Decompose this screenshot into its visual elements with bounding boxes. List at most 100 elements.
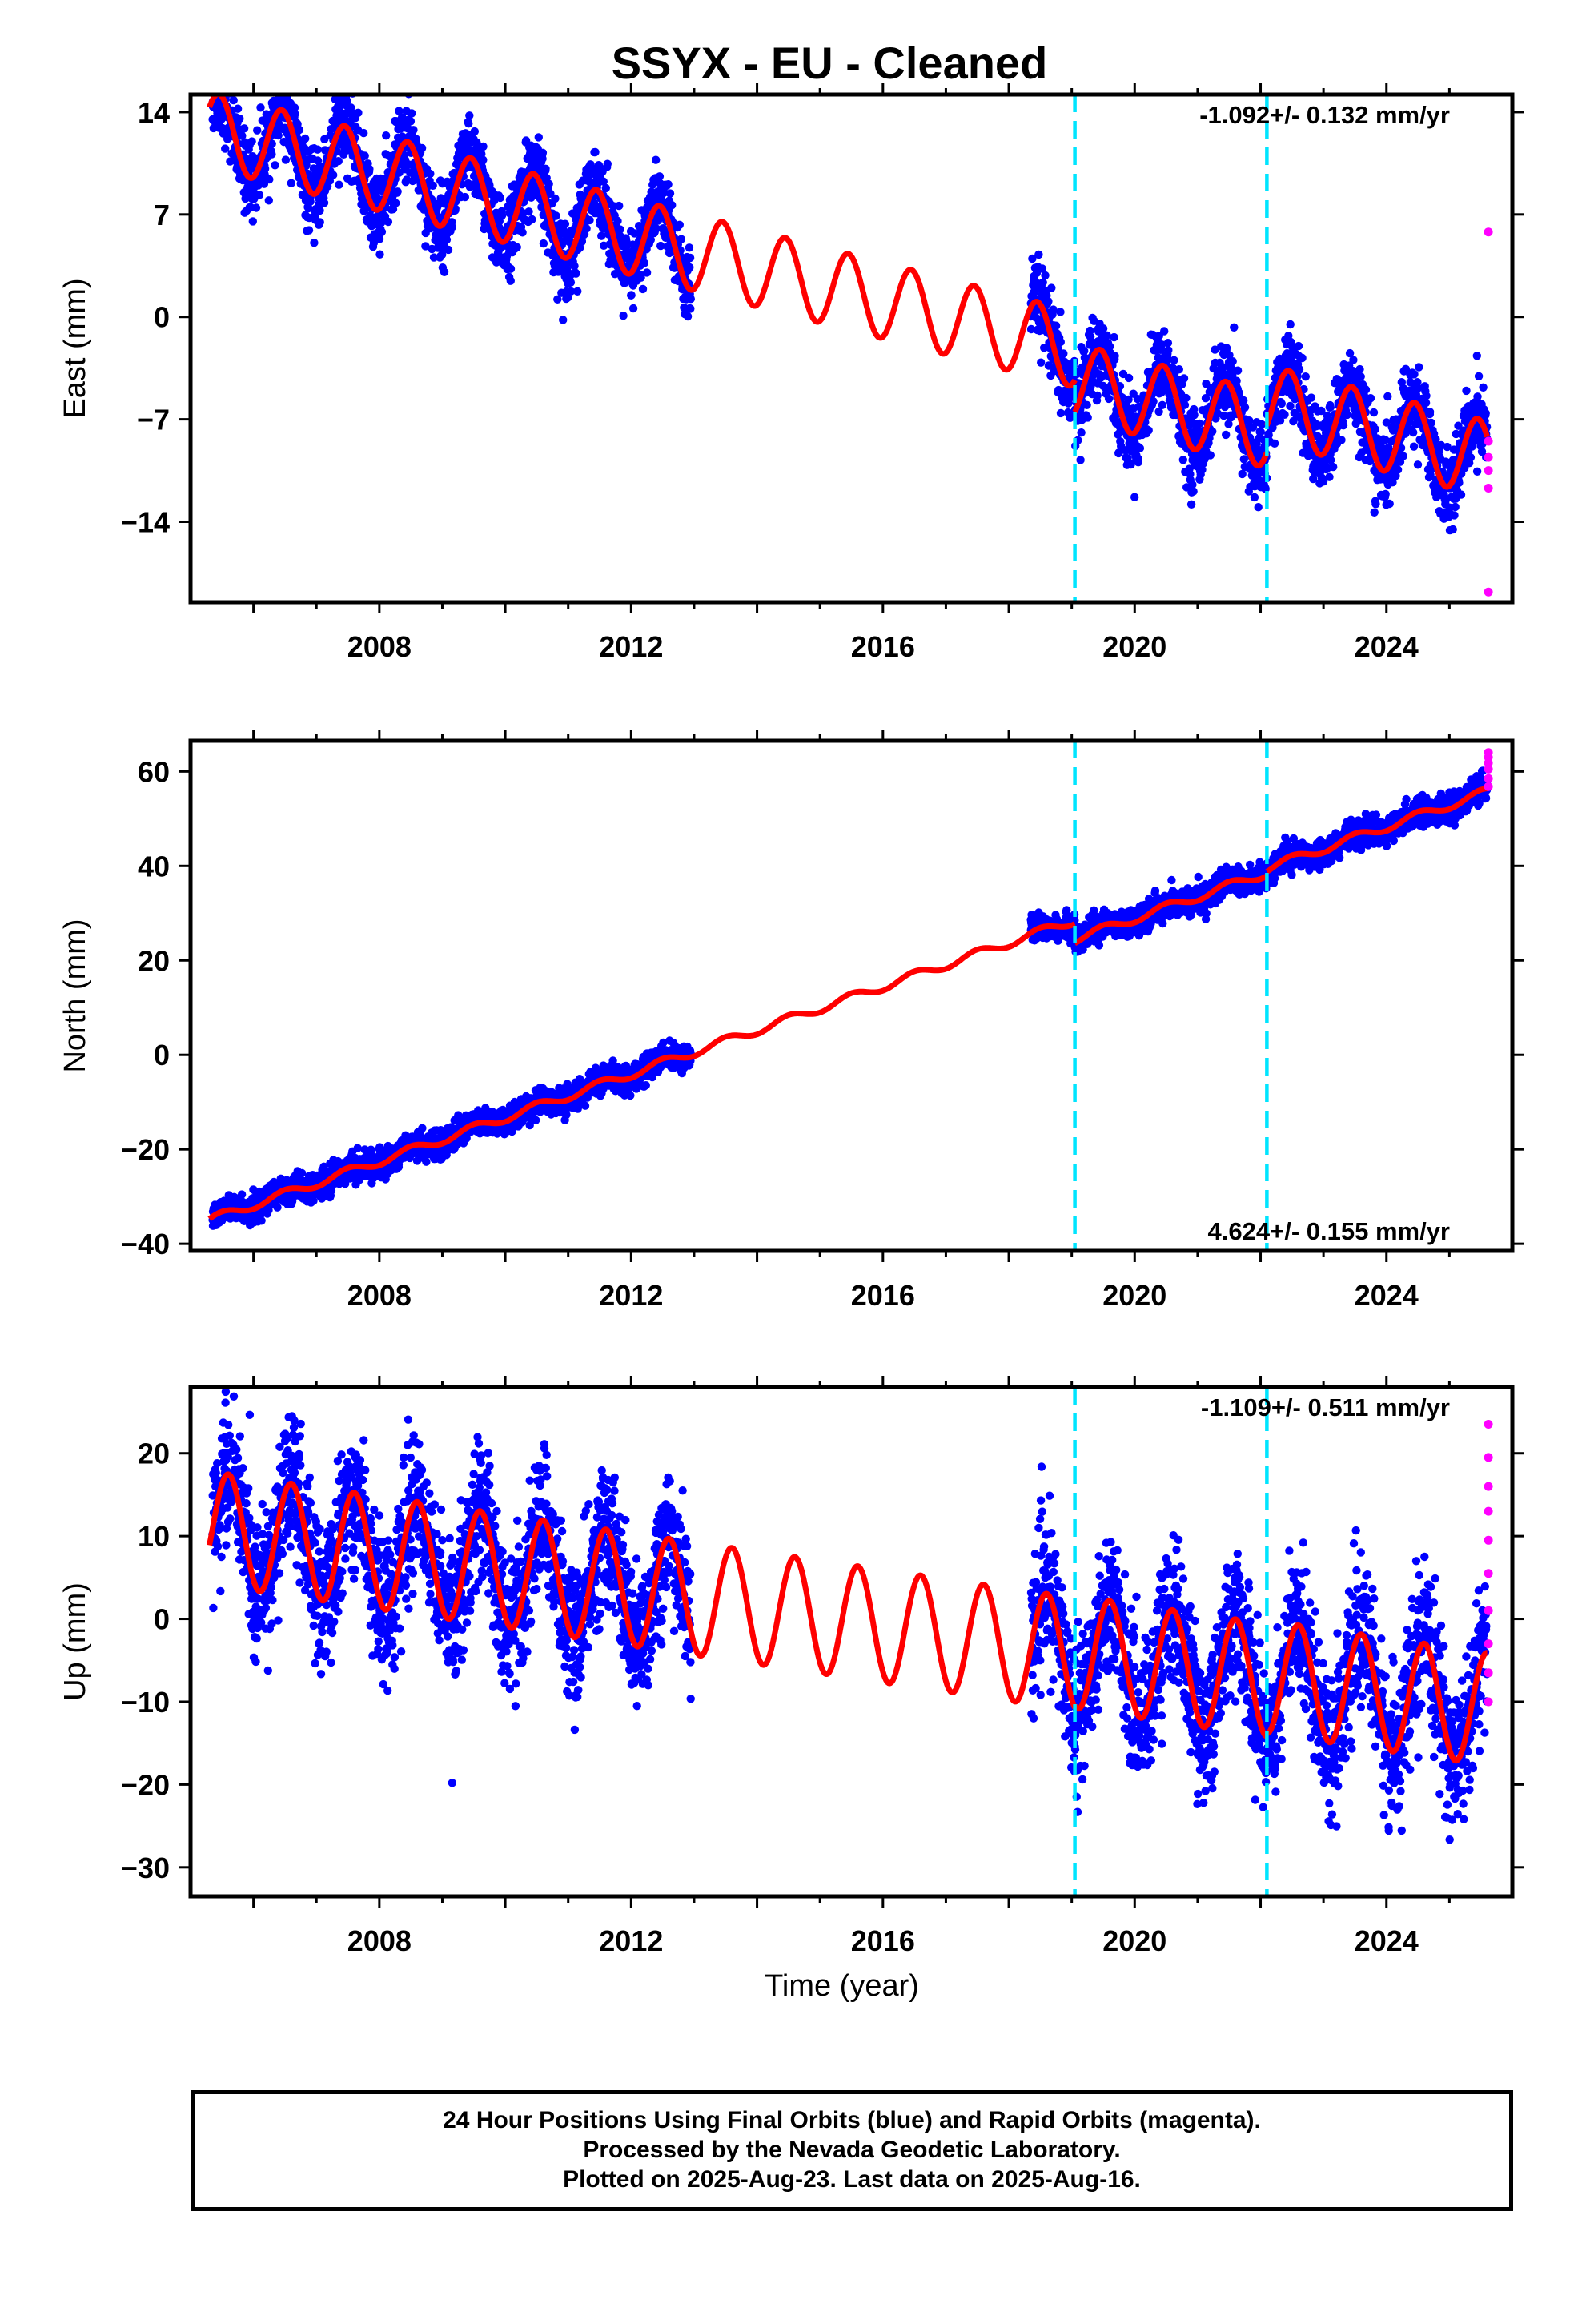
data-point xyxy=(428,181,437,190)
data-point xyxy=(1110,352,1119,360)
data-point xyxy=(1479,383,1488,392)
rapid-point xyxy=(1484,466,1493,476)
y-tick-label: 0 xyxy=(154,301,170,334)
data-point xyxy=(213,66,221,74)
data-point xyxy=(1230,323,1239,332)
data-point xyxy=(585,215,594,225)
data-point xyxy=(465,111,474,120)
data-point xyxy=(360,151,369,160)
data-point xyxy=(271,59,279,67)
data-point xyxy=(319,199,329,207)
data-point xyxy=(229,95,238,105)
data-point xyxy=(603,159,612,168)
final-orbit-points xyxy=(208,766,1492,1230)
data-point xyxy=(221,69,229,77)
data-point xyxy=(429,253,439,262)
data-point xyxy=(1056,408,1066,418)
data-point xyxy=(534,133,543,142)
data-point xyxy=(563,293,572,302)
data-point xyxy=(638,284,648,294)
data-point xyxy=(281,155,291,164)
data-point xyxy=(683,312,693,321)
data-point xyxy=(218,80,226,88)
data-point xyxy=(1104,394,1114,404)
data-point xyxy=(668,201,677,210)
chart-title: SSYX - EU - Cleaned xyxy=(612,38,1048,88)
y-tick-label: 7 xyxy=(154,199,170,231)
data-point xyxy=(226,82,234,90)
data-point xyxy=(1182,393,1191,403)
data-point xyxy=(295,125,304,135)
data-point xyxy=(552,211,560,220)
data-point xyxy=(251,203,261,212)
data-point xyxy=(283,81,291,89)
data-point xyxy=(247,137,256,146)
data-point xyxy=(652,224,661,233)
data-point xyxy=(237,1190,247,1199)
plot-area xyxy=(207,59,1493,597)
data-point xyxy=(1044,297,1053,306)
data-point xyxy=(1110,332,1118,342)
data-point xyxy=(566,287,576,296)
data-point xyxy=(273,1203,282,1212)
data-point xyxy=(1474,372,1484,380)
data-point xyxy=(353,1144,362,1152)
data-point xyxy=(1325,472,1334,481)
data-point xyxy=(1462,386,1471,396)
data-point xyxy=(601,183,610,193)
data-point xyxy=(408,109,416,118)
data-point xyxy=(1399,452,1407,460)
data-point xyxy=(616,225,624,234)
data-point xyxy=(214,78,222,86)
data-point xyxy=(315,206,324,215)
data-point xyxy=(1238,469,1247,479)
x-tick-label: 2016 xyxy=(851,630,915,663)
data-point xyxy=(1038,264,1047,273)
data-point xyxy=(1393,465,1403,474)
data-point xyxy=(619,312,628,320)
data-point xyxy=(417,143,427,153)
data-point xyxy=(627,291,636,300)
data-point xyxy=(566,278,576,287)
data-point xyxy=(391,199,400,207)
y-axis-label: East (mm) xyxy=(58,278,92,418)
data-point xyxy=(406,117,416,126)
data-point xyxy=(506,276,515,285)
data-point xyxy=(1270,439,1279,448)
data-point xyxy=(220,75,228,83)
data-point xyxy=(219,78,227,86)
data-point xyxy=(1178,456,1188,464)
data-point xyxy=(1049,305,1058,314)
data-point xyxy=(422,1157,431,1166)
data-point xyxy=(615,201,624,211)
data-point xyxy=(1294,341,1303,351)
data-point xyxy=(1301,372,1311,381)
data-point xyxy=(272,81,280,89)
data-point xyxy=(343,96,351,106)
data-point xyxy=(1422,392,1431,400)
data-point xyxy=(235,114,244,123)
data-point xyxy=(582,224,591,233)
data-point xyxy=(395,107,404,115)
data-point xyxy=(1286,401,1295,411)
data-point xyxy=(210,84,218,92)
data-point xyxy=(496,193,504,203)
data-point xyxy=(1034,250,1043,259)
data-point xyxy=(1472,352,1482,360)
data-point xyxy=(342,83,350,91)
data-point xyxy=(276,85,284,93)
data-point xyxy=(271,68,279,76)
data-point xyxy=(1240,403,1250,412)
data-point xyxy=(253,126,262,135)
data-point xyxy=(444,245,453,255)
data-point xyxy=(215,74,223,82)
data-point xyxy=(1329,462,1338,472)
data-point xyxy=(255,191,264,199)
data-point xyxy=(310,239,319,247)
data-point xyxy=(686,304,695,313)
data-point xyxy=(215,71,223,79)
data-point xyxy=(1361,385,1371,394)
data-point xyxy=(539,239,548,248)
